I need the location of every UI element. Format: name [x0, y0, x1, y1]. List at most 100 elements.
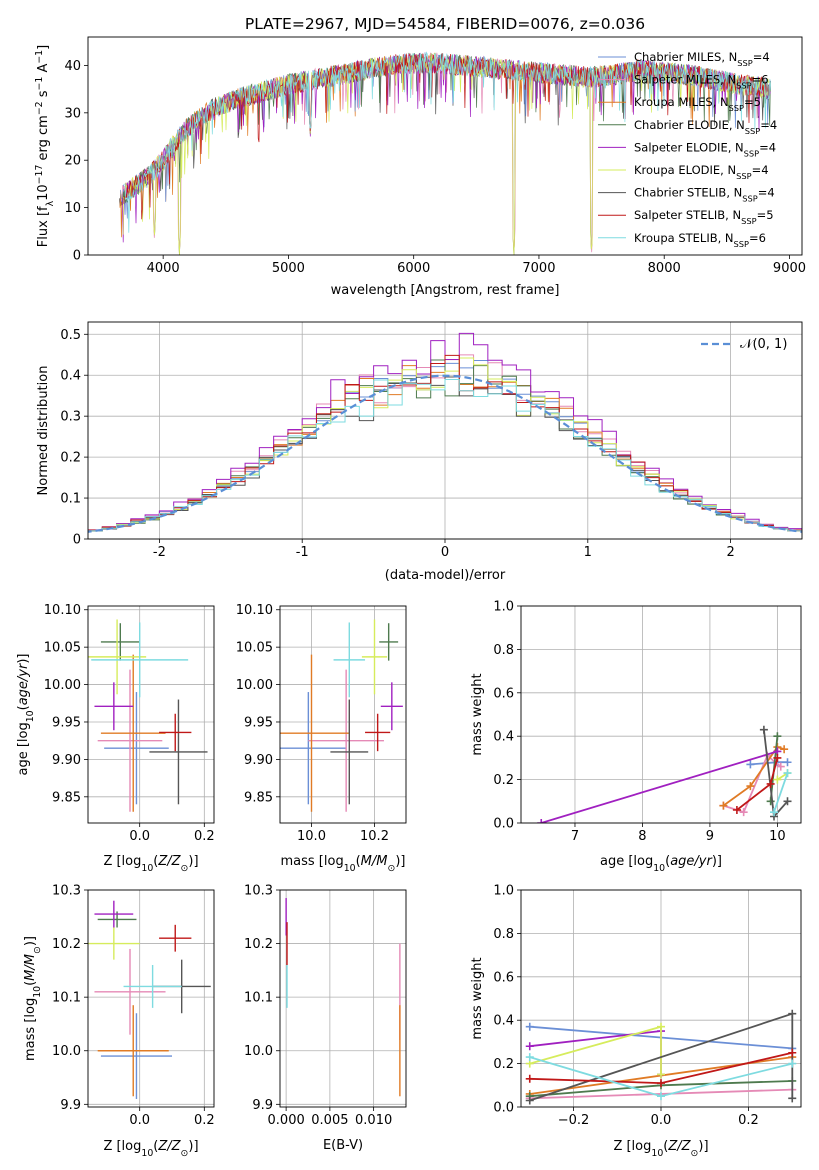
- axes-frame: [520, 889, 802, 1108]
- weight-marker: [525, 1042, 534, 1051]
- tick-label-x: 0: [441, 545, 449, 560]
- panel-mass-vs-ebv: 0.000 0.005 0.010 9.9 10.0 10.1 10.2 10.3 E(B-V): [244, 884, 407, 1153]
- tick-label-x: 0.005: [311, 1113, 348, 1128]
- tick-label-x: 0.0: [129, 1113, 150, 1128]
- y-axis-label: mass [log10(M/M⊙)]: [23, 936, 43, 1061]
- legend-label: Salpeter STELIB, NSSP=5: [634, 208, 774, 226]
- panel-age-vs-mass: 10.0 10.2 9.85 9.90 9.95 10.00 10.05 10.10 mass …: [236, 603, 407, 874]
- x-axis-label: Z [log10(Z/Z⊙)]: [103, 1139, 198, 1159]
- tick-label-x: 6000: [397, 261, 430, 276]
- weight-line: [722, 745, 785, 807]
- plot-area: [88, 619, 208, 812]
- histogram-step: [88, 379, 802, 534]
- weight-marker: [657, 1092, 665, 1101]
- weight-marker: [783, 758, 792, 767]
- weight-marker: [746, 760, 755, 769]
- x-axis-label: (data-model)/error: [385, 568, 506, 583]
- tick-label-y: 9.9: [60, 1098, 81, 1113]
- tick-label-y: 10.00: [236, 678, 273, 693]
- tick-label-y: 10.10: [44, 603, 81, 618]
- tick-label-y: 9.85: [52, 790, 81, 805]
- tick-label-x: 9000: [773, 261, 806, 276]
- tick-label-y: 10.2: [52, 937, 81, 952]
- tick-label-y: 0.6: [493, 686, 514, 701]
- tick-label-y: 10.05: [44, 641, 81, 656]
- axes-frame: [87, 36, 803, 256]
- plot-area: [280, 619, 403, 812]
- weight-marker: [525, 1074, 534, 1083]
- tick-label-y: 10.1: [52, 991, 81, 1006]
- tick-label-y: 0.6: [493, 970, 514, 985]
- legend-label: Salpeter MILES, NSSP=6: [634, 73, 769, 91]
- tick-label-y: 0.2: [493, 773, 514, 788]
- weight-marker: [759, 725, 768, 734]
- tick-label-x: −0.2: [558, 1113, 590, 1128]
- weight-marker: [525, 1022, 534, 1031]
- tick-label-y: 10.3: [52, 884, 81, 899]
- weight-marker: [788, 1048, 797, 1057]
- weight-marker: [537, 819, 546, 823]
- legend-label: Chabrier MILES, NSSP=4: [634, 50, 770, 68]
- x-axis-label: age [log10(age/yr)]: [600, 854, 722, 874]
- axes-frame: [279, 605, 407, 824]
- tick-label-y: 0: [73, 249, 81, 264]
- weight-line: [773, 772, 789, 813]
- y-axis-label: Normed distribution: [36, 366, 51, 496]
- y-axis-label: age [log10(age/yr)]: [16, 653, 36, 775]
- tick-label-x: 0.0: [651, 1113, 672, 1128]
- x-axis-label: Z [log10(Z/Z⊙)]: [103, 854, 198, 874]
- tick-label-x: 0.2: [738, 1113, 759, 1128]
- tick-label-x: 9: [706, 829, 714, 844]
- tick-label-x: 10.2: [360, 829, 389, 844]
- weight-marker: [746, 782, 755, 791]
- tick-label-y: 1.0: [493, 600, 514, 615]
- tick-label-y: 0.2: [493, 1057, 514, 1072]
- tick-label-x: 0.2: [194, 829, 215, 844]
- x-axis-label: mass [log10(M/M⊙)]: [281, 854, 406, 874]
- tick-label-y: 0.5: [60, 328, 81, 343]
- tick-label-y: 30: [64, 106, 81, 121]
- weight-marker: [788, 1059, 797, 1068]
- tick-label-x: 4000: [147, 261, 180, 276]
- tick-label-y: 0: [73, 533, 81, 548]
- weight-marker: [739, 808, 748, 817]
- tick-label-x: -2: [153, 545, 166, 560]
- weight-marker: [780, 745, 789, 754]
- tick-label-x: 5000: [272, 261, 305, 276]
- y-axis-label: mass weight: [470, 673, 485, 755]
- tick-label-y: 0.0: [493, 1101, 514, 1116]
- tick-label-y: 10.1: [244, 991, 273, 1006]
- normal-reference-curve: [88, 374, 802, 533]
- weight-marker: [657, 1079, 665, 1088]
- weight-marker: [525, 1053, 534, 1062]
- weight-marker: [783, 797, 792, 806]
- weight-marker: [719, 801, 728, 810]
- tick-label-y: 10.00: [44, 678, 81, 693]
- legend-label: Kroupa ELODIE, NSSP=4: [634, 163, 769, 181]
- weight-marker: [776, 762, 785, 771]
- legend: Chabrier MILES, NSSP=4 Salpeter MILES, NS…: [598, 50, 777, 249]
- tick-label-x: 1: [584, 545, 592, 560]
- tick-label-x: 0.010: [355, 1113, 392, 1128]
- x-axis-label: E(B-V): [323, 1138, 363, 1153]
- tick-label-y: 10: [64, 201, 81, 216]
- y-axis-label: Flux [fλ10−17 erg cm−2 s−1 A−1]: [34, 45, 56, 247]
- axes-frame: [87, 889, 215, 1108]
- tick-label-x: 0.0: [129, 829, 150, 844]
- tick-label-y: 10.2: [244, 937, 273, 952]
- weight-marker: [766, 797, 775, 806]
- tick-label-y: 0.2: [60, 451, 81, 466]
- x-axis-label: Z [log10(Z/Z⊙)]: [613, 1139, 708, 1159]
- weight-marker: [773, 775, 782, 784]
- panel-weight-vs-Z: −0.2 0.0 0.2 0.0 0.2 0.4 0.6 0.8 1.0 mass weight Z…: [470, 884, 802, 1159]
- tick-label-y: 20: [64, 154, 81, 169]
- weight-line: [750, 761, 788, 766]
- tick-label-x: 2: [726, 545, 734, 560]
- tick-label-x: 10.0: [297, 829, 326, 844]
- weight-marker: [525, 1096, 534, 1105]
- tick-label-y: 10.0: [52, 1044, 81, 1059]
- axes-frame: [87, 605, 215, 824]
- tick-label-y: 0.4: [493, 1014, 514, 1029]
- tick-label-y: 0.4: [60, 369, 81, 384]
